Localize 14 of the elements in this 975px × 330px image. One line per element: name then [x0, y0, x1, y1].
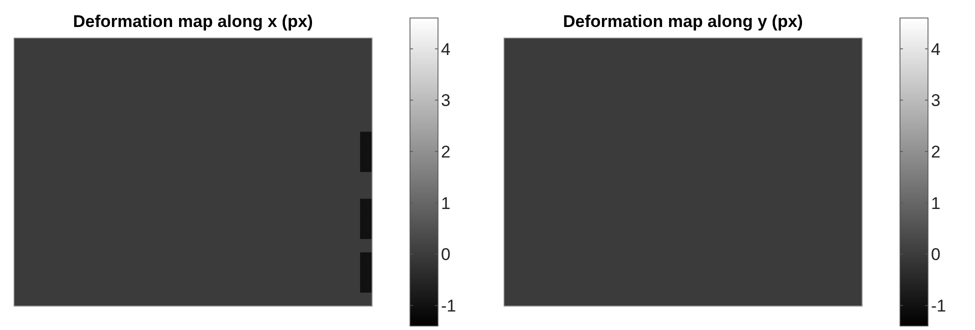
color-bar-label: 1 — [441, 194, 450, 213]
color-bar-label: 2 — [931, 142, 940, 162]
chart-title: Deformation map along y (px) — [563, 12, 803, 31]
color-bar-label: 3 — [931, 91, 940, 110]
color-bar-label: 0 — [931, 245, 940, 264]
color-bar-label: 1 — [931, 194, 940, 213]
color-bar-label: 2 — [441, 142, 450, 162]
color-bar-label: 0 — [441, 245, 450, 264]
chart-title: Deformation map along x (px) — [73, 12, 313, 31]
color-bar-label: 3 — [441, 91, 450, 110]
color-bar-label: 4 — [931, 40, 940, 59]
color-bar-label: -1 — [441, 296, 456, 316]
color-bar-label: -1 — [931, 296, 946, 316]
color-bar-label: 4 — [441, 40, 450, 59]
